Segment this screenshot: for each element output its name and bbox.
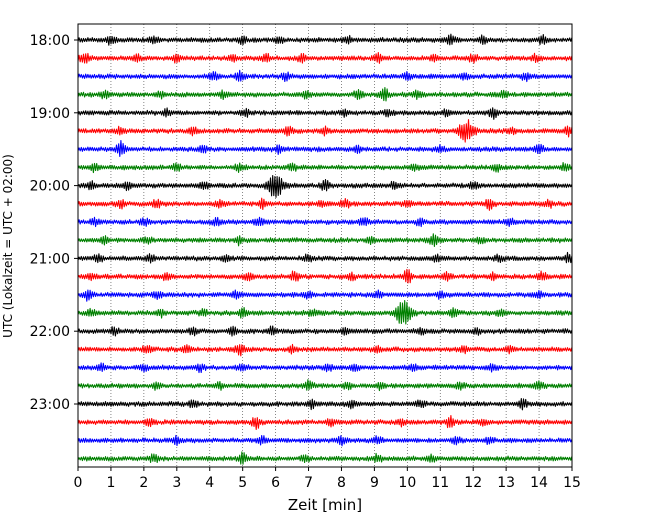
trace-line <box>77 343 573 357</box>
y-tick-label: 23:00 <box>30 397 70 413</box>
trace-line <box>77 362 573 374</box>
y-tick-label: 19:00 <box>30 106 70 122</box>
trace-line <box>77 451 573 465</box>
x-axis-label: Zeit [min] <box>288 496 362 514</box>
trace-line <box>77 86 573 102</box>
y-tick-label: 22:00 <box>30 324 70 340</box>
trace-line <box>77 325 573 337</box>
trace-line <box>77 52 573 64</box>
x-tick-label: 10 <box>398 475 416 491</box>
trace-line <box>77 398 573 411</box>
x-tick-label: 9 <box>370 475 379 491</box>
x-tick-label: 8 <box>337 475 346 491</box>
trace-line <box>77 251 573 264</box>
trace-line <box>77 107 573 120</box>
seismic-traces <box>77 33 573 465</box>
trace-line <box>77 162 573 174</box>
x-tick-label: 4 <box>205 475 214 491</box>
grid-lines <box>110 24 540 467</box>
x-tick-label: 7 <box>304 475 313 491</box>
x-axis-ticks: 0 1 2 3 4 5 6 7 8 9 10 11 12 13 14 15 <box>74 467 581 491</box>
x-tick-label: 3 <box>172 475 181 491</box>
trace-line <box>77 140 573 157</box>
y-axis-ticks: 18:00 19:00 20:00 21:00 22:00 23:00 <box>30 33 78 413</box>
y-tick-label: 21:00 <box>30 251 70 267</box>
x-tick-label: 12 <box>464 475 482 491</box>
x-tick-label: 2 <box>139 475 148 491</box>
x-tick-label: 1 <box>106 475 115 491</box>
x-tick-label: 5 <box>238 475 247 491</box>
y-tick-label: 18:00 <box>30 33 70 49</box>
x-tick-label: 13 <box>497 475 515 491</box>
trace-line <box>77 216 573 228</box>
plot-frame <box>77 23 573 468</box>
trace-line <box>77 233 573 248</box>
trace-line <box>77 69 573 83</box>
trace-line <box>77 289 573 302</box>
trace-line <box>77 197 573 211</box>
x-tick-label: 15 <box>563 475 581 491</box>
trace-line <box>77 415 573 430</box>
trace-line <box>77 268 573 284</box>
x-tick-label: 6 <box>271 475 280 491</box>
trace-line <box>77 119 573 143</box>
trace-line <box>77 175 573 198</box>
y-tick-label: 20:00 <box>30 179 70 195</box>
x-tick-label: 14 <box>530 475 548 491</box>
y-axis-label: UTC (Lokalzeit = UTC + 02:00) <box>1 154 15 338</box>
trace-line <box>77 379 573 392</box>
trace-line <box>77 300 573 325</box>
trace-line <box>77 33 573 46</box>
x-tick-label: 11 <box>431 475 449 491</box>
trace-line <box>77 434 573 447</box>
x-tick-label: 0 <box>74 475 83 491</box>
